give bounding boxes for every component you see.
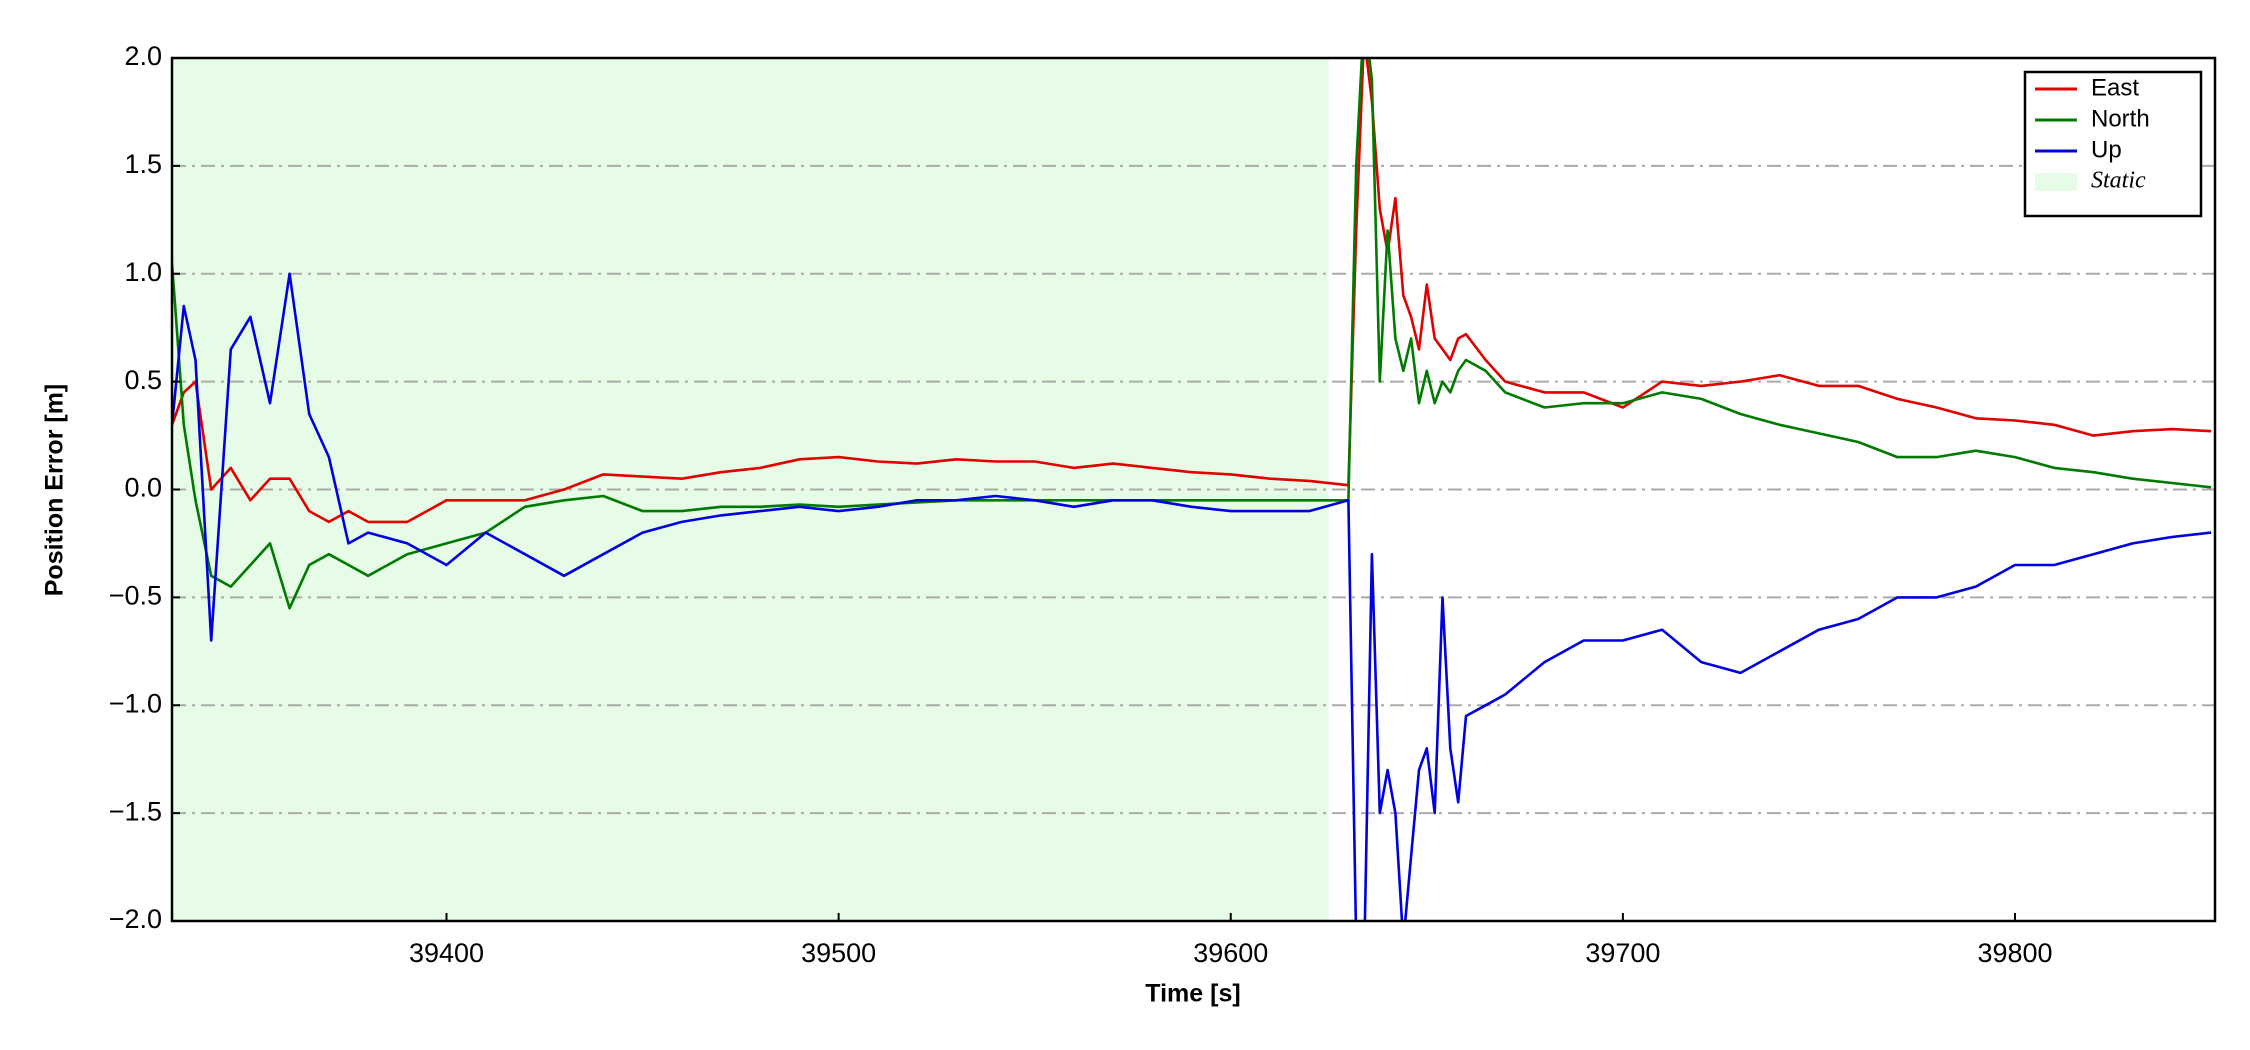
shaded-region [172, 58, 1329, 921]
x-tick-label: 39700 [1585, 938, 1660, 968]
y-tick-label: 0.5 [124, 365, 162, 395]
y-tick-label: 2.0 [124, 41, 162, 71]
y-tick-label: −1.0 [109, 688, 162, 718]
legend-label: Static [2091, 168, 2146, 194]
plot-frame [170, 56, 2217, 923]
y-tick-label: 1.0 [124, 257, 162, 287]
legend: East North Up Static [2023, 70, 2203, 218]
y-tick-label: 1.5 [124, 149, 162, 179]
y-tick-label: −0.5 [109, 581, 162, 611]
y-axis-label: Position Error [m] [41, 384, 69, 597]
series-line [172, 272, 2212, 921]
plot-area [172, 58, 2215, 921]
x-tick-label: 39400 [409, 938, 484, 968]
legend-label: East [2091, 74, 2139, 101]
legend-swatch [2035, 173, 2077, 191]
y-tick-label: 0.0 [124, 473, 162, 503]
series-line [172, 58, 2212, 524]
x-tick-label: 39500 [801, 938, 876, 968]
legend-box [2023, 70, 2203, 218]
axes: −2.0 −1.5 −1.0 −0.5 0.0 0.5 1.0 1.5 2.0 39400 3950… [109, 41, 2217, 968]
y-tick-label: −2.0 [109, 904, 162, 934]
x-tick-label: 39600 [1193, 938, 1268, 968]
x-tick-label: 39800 [1977, 938, 2052, 968]
x-axis-label: Time [s] [1145, 980, 1240, 1008]
legend-label: North [2091, 105, 2150, 132]
series-line [172, 58, 2212, 610]
y-tick-label: −1.5 [109, 796, 162, 826]
legend-label: Up [2091, 136, 2122, 163]
